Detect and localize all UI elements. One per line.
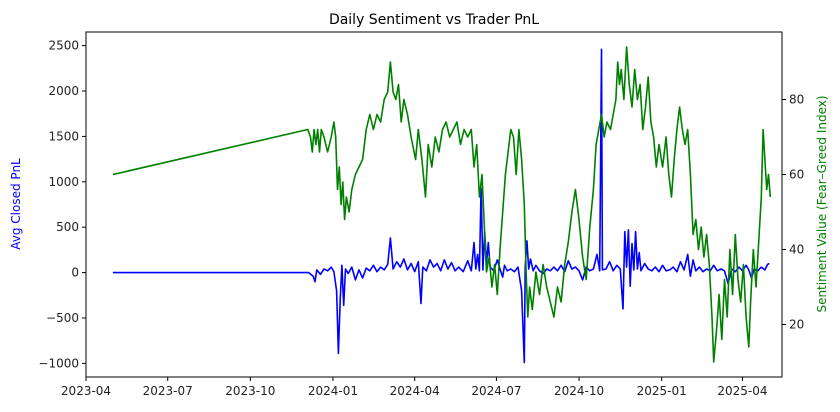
- right-y-axis-label: Sentiment Value (Fear–Greed Index): [815, 95, 829, 312]
- sentiment-series-line: [112, 46, 772, 363]
- right-y-tick-label: 20: [789, 318, 804, 332]
- x-tick-label: 2023-10: [225, 384, 275, 398]
- left-y-tick-label: 1500: [48, 129, 79, 143]
- x-axis: 2023-04 2023-07 2023-10 2024-01 2024-04 2024-…: [61, 377, 768, 398]
- left-y-tick-label: 2000: [48, 84, 79, 98]
- right-y-tick-label: 60: [789, 168, 804, 182]
- x-tick-label: 2023-07: [143, 384, 193, 398]
- x-tick-label: 2024-04: [390, 384, 440, 398]
- left-y-tick-label: −1000: [38, 356, 79, 370]
- plot-area: [112, 46, 772, 364]
- right-y-tick-label: 40: [789, 243, 804, 257]
- left-y-axis-label: Avg Closed PnL: [9, 158, 23, 250]
- left-y-tick-label: 1000: [48, 175, 79, 189]
- x-tick-label: 2025-04: [717, 384, 767, 398]
- left-y-tick-label: 0: [71, 266, 79, 280]
- chart-title: Daily Sentiment vs Trader PnL: [329, 12, 539, 28]
- left-y-tick-label: 500: [56, 220, 79, 234]
- right-y-axis: 20 40 60 80: [782, 93, 804, 332]
- x-tick-label: 2024-01: [308, 384, 358, 398]
- x-tick-label: 2023-04: [61, 384, 111, 398]
- left-y-tick-label: −500: [46, 311, 79, 325]
- right-y-tick-label: 80: [789, 93, 804, 107]
- left-y-tick-label: 2500: [48, 39, 79, 53]
- x-tick-label: 2024-10: [554, 384, 604, 398]
- x-tick-label: 2025-01: [637, 384, 687, 398]
- plot-frame: [85, 31, 783, 378]
- x-tick-label: 2024-07: [471, 384, 521, 398]
- pnl-series-line: [112, 48, 770, 364]
- left-y-axis: −1000 −500 0 500 1000 1500 2000 2500: [38, 39, 86, 370]
